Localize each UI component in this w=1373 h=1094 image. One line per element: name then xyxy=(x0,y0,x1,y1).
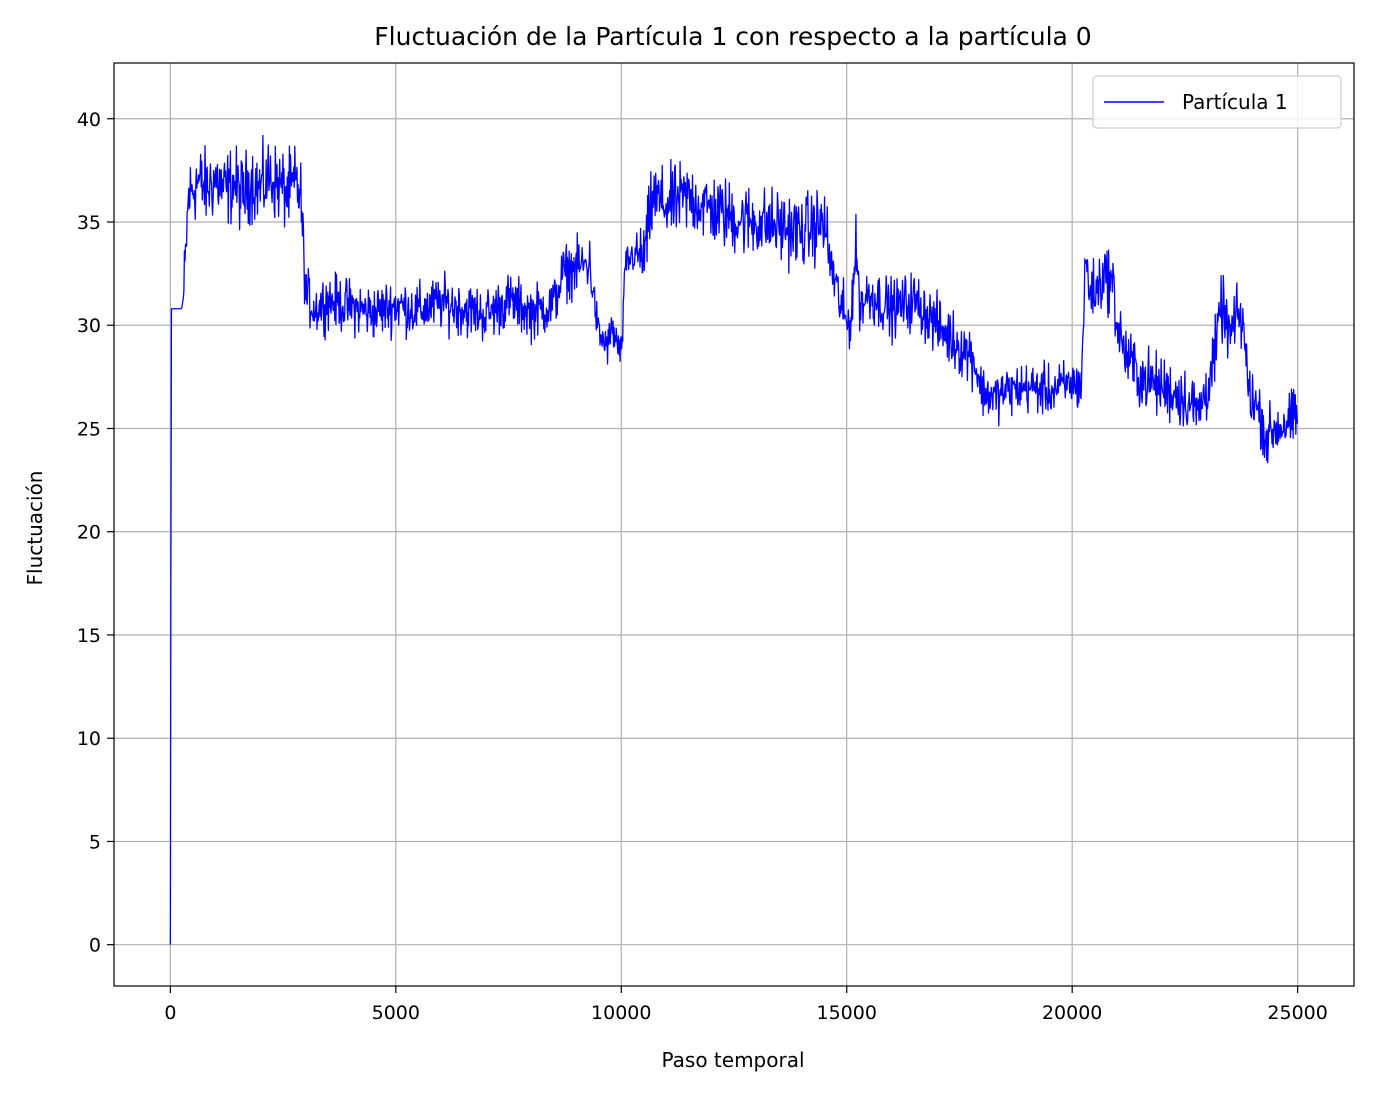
legend-box xyxy=(1092,75,1342,129)
y-axis-ticks: 0 5 10 15 20 25 30 35 40 xyxy=(77,109,114,957)
y-tick-label: 5 xyxy=(89,831,101,853)
y-tick-label: 25 xyxy=(77,418,101,440)
x-axis-ticks: 0 5000 10000 15000 20000 25000 xyxy=(164,986,1328,1024)
data-series-layer xyxy=(169,134,1299,945)
y-tick-label: 20 xyxy=(77,522,101,544)
x-tick-label: 20000 xyxy=(1042,1002,1102,1024)
x-tick-label: 5000 xyxy=(372,1002,420,1024)
x-tick-label: 15000 xyxy=(817,1002,877,1024)
y-tick-label: 40 xyxy=(77,109,101,131)
chart-title: Fluctuación de la Partícula 1 con respec… xyxy=(374,22,1091,51)
y-tick-label: 30 xyxy=(77,315,101,337)
legend-label: Partícula 1 xyxy=(1182,90,1288,114)
series-line-particula-1 xyxy=(169,134,1299,945)
x-tick-label: 0 xyxy=(164,1002,176,1024)
y-tick-label: 35 xyxy=(77,212,101,234)
y-tick-label: 10 xyxy=(77,728,101,750)
plot-frame xyxy=(113,62,1355,987)
y-tick-label: 0 xyxy=(89,935,101,957)
y-tick-label: 15 xyxy=(77,625,101,647)
x-axis-label: Paso temporal xyxy=(661,1048,804,1072)
x-tick-label: 10000 xyxy=(591,1002,651,1024)
y-axis-label: Fluctuación xyxy=(23,471,47,586)
x-tick-label: 25000 xyxy=(1267,1002,1327,1024)
legend: Partícula 1 xyxy=(1092,75,1342,129)
